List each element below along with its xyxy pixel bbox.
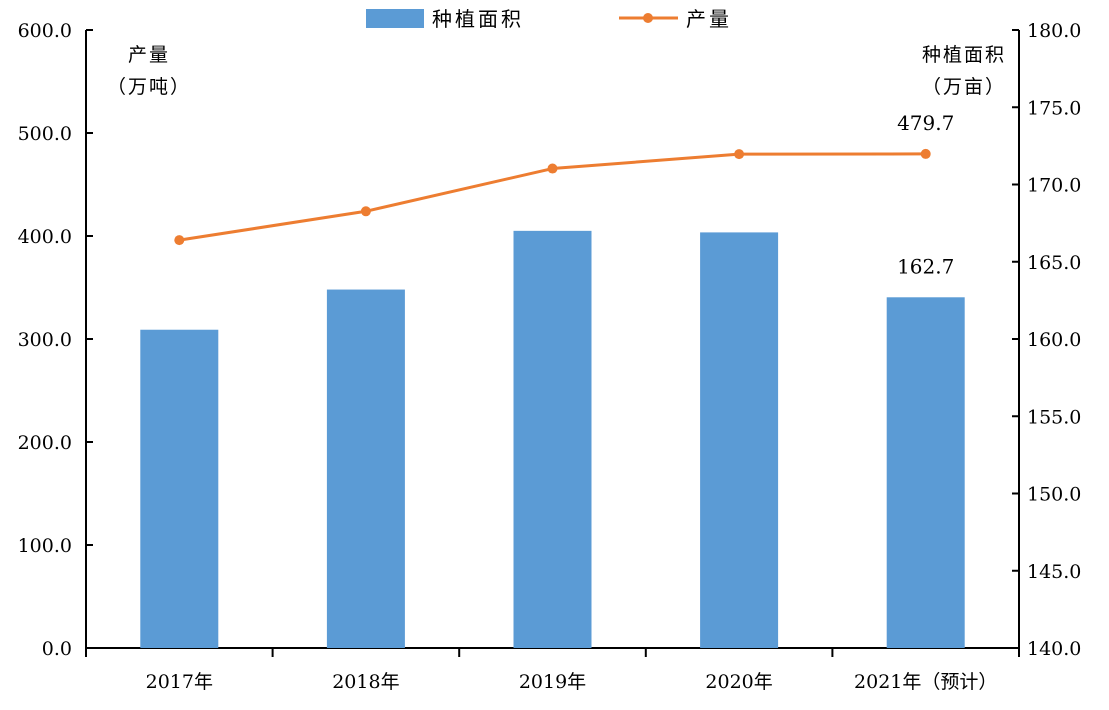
line-point — [174, 235, 185, 246]
legend-line-marker — [643, 13, 653, 23]
left-axis-title-line1: 产量 — [128, 44, 170, 66]
left-tick-label: 500.0 — [18, 123, 72, 145]
category-label: 2019年 — [519, 671, 586, 693]
left-axis-title-line2: （万吨） — [107, 76, 191, 98]
bar — [886, 297, 965, 648]
line-series — [174, 148, 931, 246]
left-tick-label: 100.0 — [18, 535, 72, 557]
category-label: 2017年 — [146, 671, 213, 693]
legend-line-label: 产量 — [686, 7, 732, 31]
data-label: 479.7 — [897, 111, 954, 135]
data-labels: 479.7 162.7 — [897, 111, 954, 278]
left-axis-ticks: 0.0 100.0 200.0 300.0 400.0 500.0 600.0 — [18, 20, 93, 660]
right-axis-ticks: 140.0 145.0 150.0 155.0 160.0 165.0 170.0 175.0… — [1012, 20, 1081, 660]
right-tick-label: 165.0 — [1027, 252, 1081, 274]
line-point — [920, 148, 931, 159]
bar — [140, 329, 219, 648]
line-point — [547, 163, 558, 174]
bar-series — [140, 230, 965, 648]
left-tick-label: 200.0 — [18, 432, 72, 454]
right-axis-title-line2: （万亩） — [922, 76, 1006, 98]
bar — [700, 232, 779, 648]
right-tick-label: 180.0 — [1027, 20, 1081, 42]
legend: 种植面积 产量 — [366, 7, 732, 31]
bar — [513, 230, 592, 648]
right-tick-label: 150.0 — [1027, 484, 1081, 506]
category-labels: 2017年 2018年 2019年 2020年 2021年（预计） — [146, 671, 998, 693]
left-tick-label: 400.0 — [18, 226, 72, 248]
right-axis-title-line1: 种植面积 — [922, 44, 1006, 66]
right-tick-label: 170.0 — [1027, 175, 1081, 197]
line-point — [360, 206, 371, 217]
data-label: 162.7 — [897, 254, 954, 278]
right-tick-label: 140.0 — [1027, 638, 1081, 660]
x-axis-ticks — [85, 648, 1020, 657]
legend-bar-swatch — [366, 9, 424, 28]
category-label: 2021年（预计） — [854, 671, 997, 693]
right-tick-label: 175.0 — [1027, 97, 1081, 119]
line-point — [734, 149, 745, 160]
left-tick-label: 300.0 — [18, 329, 72, 351]
legend-bar-label: 种植面积 — [432, 7, 524, 31]
bar — [326, 289, 405, 648]
category-label: 2020年 — [705, 671, 772, 693]
right-tick-label: 160.0 — [1027, 329, 1081, 351]
right-tick-label: 145.0 — [1027, 561, 1081, 583]
left-tick-label: 600.0 — [18, 20, 72, 42]
category-label: 2018年 — [332, 671, 399, 693]
right-tick-label: 155.0 — [1027, 406, 1081, 428]
left-tick-label: 0.0 — [42, 638, 72, 660]
